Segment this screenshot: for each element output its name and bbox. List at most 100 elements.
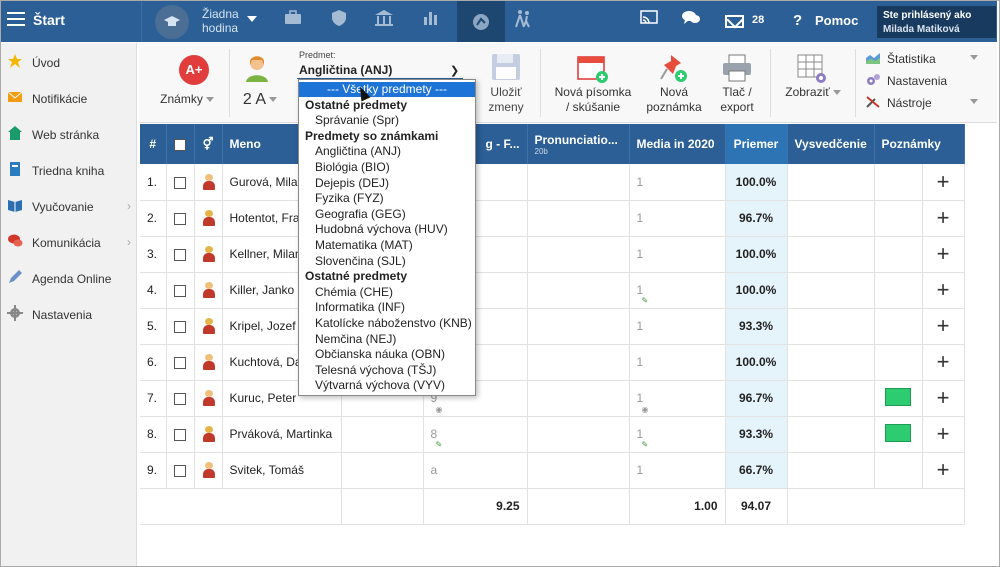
sidebar-item-vyucovanie[interactable]: Vyučovanie › <box>1 190 137 220</box>
hamburger-menu-icon[interactable] <box>7 12 25 26</box>
row-checkbox[interactable] <box>174 464 186 477</box>
sidebar-item-notifikacie[interactable]: Notifikácie <box>1 82 137 112</box>
dropdown-option[interactable]: Dejepis (DEJ) <box>315 175 390 190</box>
grade-cell-media[interactable]: 1 ✎ <box>629 416 726 453</box>
report-card-cell[interactable] <box>787 452 875 489</box>
grade-cell-media[interactable]: 1 <box>629 200 726 237</box>
dropdown-option[interactable]: Geografia (GEG) <box>315 206 406 221</box>
grade-cell-media[interactable]: 1 <box>629 344 726 381</box>
bar-chart-icon[interactable] <box>419 9 443 33</box>
add-note-button[interactable]: + <box>922 164 965 201</box>
dropdown-option[interactable]: Telesná výchova (TŠJ) <box>315 362 437 377</box>
note-cell[interactable] <box>874 416 923 453</box>
row-checkbox[interactable] <box>174 248 186 261</box>
report-card-cell[interactable] <box>787 236 875 273</box>
row-checkbox[interactable] <box>174 212 186 225</box>
grade-cell-media[interactable]: 1 ✎ <box>629 272 726 309</box>
grade-cell-media[interactable]: 1 ◉ <box>629 380 726 417</box>
menu-statistika[interactable]: Štatistika <box>866 50 978 68</box>
student-name[interactable]: Prváková, Martinka <box>222 416 342 453</box>
row-select[interactable] <box>166 344 195 381</box>
note-cell[interactable] <box>874 272 923 309</box>
subject-select[interactable]: Angličtina (ANJ) <box>299 63 393 77</box>
row-checkbox[interactable] <box>174 356 186 369</box>
note-marker[interactable] <box>885 423 911 442</box>
new-note-button[interactable]: Nová poznámka <box>641 43 707 123</box>
institution-icon[interactable] <box>372 9 396 33</box>
dropdown-option[interactable]: Fyzika (FYZ) <box>315 191 384 206</box>
chat-bubbles-icon[interactable] <box>679 9 703 33</box>
grade-cell-grammar[interactable]: a <box>423 452 528 489</box>
grade-cell-media[interactable]: 1 <box>629 308 726 345</box>
note-cell[interactable] <box>874 236 923 273</box>
dropdown-option[interactable]: Informatika (INF) <box>315 300 406 315</box>
walking-people-icon[interactable] <box>511 9 535 33</box>
row-select[interactable] <box>166 416 195 453</box>
shield-icon[interactable] <box>327 9 351 33</box>
cast-icon[interactable] <box>637 9 661 33</box>
start-link[interactable]: Štart <box>33 12 65 28</box>
dropdown-option[interactable]: Slovenčina (SJL) <box>315 253 406 268</box>
grade-cell-media[interactable]: 1 <box>629 236 726 273</box>
student-name[interactable]: Svitek, Tomáš <box>222 452 342 489</box>
row-select[interactable] <box>166 236 195 273</box>
grade-cell-pronunciation[interactable] <box>527 308 630 345</box>
column-average[interactable]: Priemer <box>725 124 788 164</box>
add-note-button[interactable]: + <box>922 416 965 453</box>
row-checkbox[interactable] <box>174 428 186 441</box>
planner-icon[interactable] <box>457 1 505 42</box>
note-cell[interactable] <box>874 164 923 201</box>
row-checkbox[interactable] <box>174 392 186 405</box>
dropdown-option[interactable]: Katolícke náboženstvo (KNB) <box>315 316 472 330</box>
menu-nastavenia[interactable]: Nastavenia <box>866 72 978 90</box>
graduation-cap-icon[interactable] <box>155 5 189 39</box>
grade-cell-pronunciation[interactable] <box>527 380 630 417</box>
grade-cell-pronunciation[interactable] <box>527 200 630 237</box>
sidebar-item-komunikacia[interactable]: Komunikácia › <box>1 226 137 256</box>
help-icon[interactable]: ? <box>793 12 803 29</box>
grade-cell-media[interactable]: 1 <box>629 164 726 201</box>
dropdown-option[interactable]: Biológia (BIO) <box>315 160 390 174</box>
row-select[interactable] <box>166 200 195 237</box>
lesson-hour-selector[interactable]: Žiadna hodina <box>202 7 239 35</box>
dropdown-option[interactable]: Hudobná výchova (HUV) <box>315 222 448 237</box>
add-note-button[interactable]: + <box>922 200 965 237</box>
row-select[interactable] <box>166 380 195 417</box>
dropdown-option[interactable]: Občianska náuka (OBN) <box>315 347 446 362</box>
dropdown-option[interactable]: Správanie (Spr) <box>315 113 400 128</box>
chevron-down-icon[interactable] <box>247 16 257 22</box>
add-note-button[interactable]: + <box>922 236 965 273</box>
add-note-button[interactable]: + <box>922 308 965 345</box>
note-cell[interactable] <box>874 200 923 237</box>
help-link[interactable]: Pomoc <box>815 13 859 28</box>
row-select[interactable] <box>166 308 195 345</box>
grade-cell-hidden[interactable] <box>341 416 424 453</box>
row-checkbox[interactable] <box>174 284 186 297</box>
select-all[interactable] <box>166 124 195 164</box>
note-cell[interactable] <box>874 308 923 345</box>
grade-cell-pronunciation[interactable] <box>527 236 630 273</box>
note-cell[interactable] <box>874 452 923 489</box>
grade-cell-pronunciation[interactable] <box>527 452 630 489</box>
grade-cell-pronunciation[interactable] <box>527 344 630 381</box>
dropdown-option[interactable]: --- Všetky predmety --- <box>299 82 475 97</box>
dropdown-option[interactable]: Angličtina (ANJ) <box>315 144 402 159</box>
grade-cell-pronunciation[interactable] <box>527 416 630 453</box>
row-select[interactable] <box>166 452 195 489</box>
add-note-button[interactable]: + <box>922 344 965 381</box>
column-report-card[interactable]: Vysvedčenie <box>787 124 875 164</box>
user-info[interactable]: Ste prihlásený ako Milada Matiková <box>877 6 996 38</box>
sidebar-item-agenda-online[interactable]: Agenda Online <box>1 262 137 292</box>
select-all-checkbox[interactable] <box>174 138 186 151</box>
dropdown-option[interactable]: Nemčina (NEJ) <box>315 331 397 346</box>
sidebar-item-nastavenia[interactable]: Nastavenia <box>1 298 137 328</box>
column-notes[interactable]: Poznámky <box>874 124 965 164</box>
row-checkbox[interactable] <box>174 176 186 189</box>
report-card-cell[interactable] <box>787 344 875 381</box>
note-cell[interactable] <box>874 380 923 417</box>
add-note-button[interactable]: + <box>922 380 965 417</box>
sidebar-item-uvod[interactable]: Úvod <box>1 46 137 76</box>
grades-button[interactable]: A+ Známky <box>151 43 223 123</box>
save-changes-button[interactable]: Uložiť zmeny <box>481 43 531 123</box>
grade-cell-media[interactable]: 1 <box>629 452 726 489</box>
